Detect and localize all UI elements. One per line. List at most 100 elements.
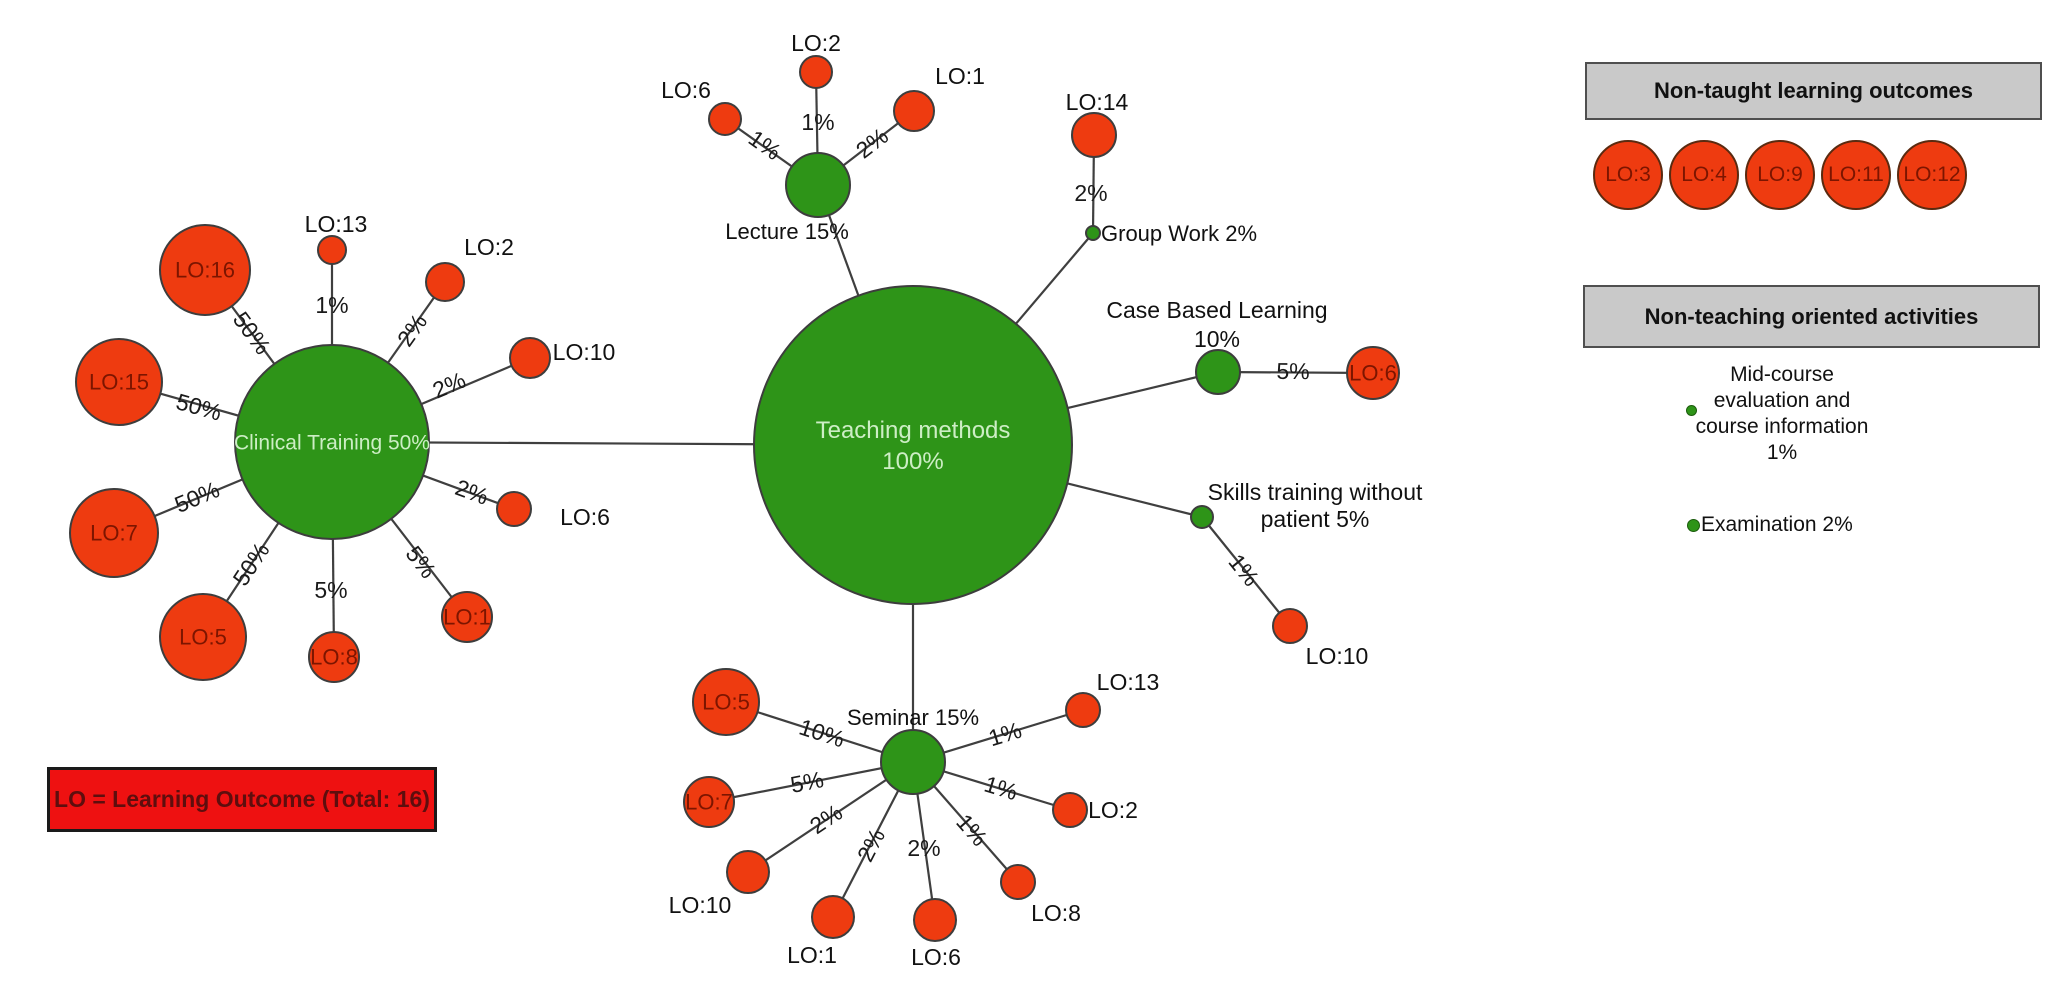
node-label-sem_lo7: LO:7 (685, 790, 733, 815)
node-label-sem_lo1: LO:1 (787, 942, 837, 968)
node-label-tm: 100% (882, 448, 943, 475)
node-sem_lo13 (1065, 692, 1101, 728)
node-label-c_lo15: LO:15 (89, 370, 149, 395)
node-lo14 (1071, 112, 1117, 158)
node-gw (1085, 225, 1101, 241)
legend-non-taught-box: Non-taught learning outcomes (1585, 62, 2042, 120)
node-label-c_lo8: LO:8 (310, 645, 358, 670)
examination-dot-icon (1687, 519, 1700, 532)
node-label-ct: Clinical Training 50% (234, 431, 430, 454)
edge-label-sem-sem_lo5: 10% (796, 714, 848, 753)
node-sem_lo2 (1052, 792, 1088, 828)
node-lecture (785, 152, 851, 218)
legend-outcome-circle: LO:3 (1593, 140, 1663, 210)
node-c_lo10 (509, 337, 551, 379)
legend-non-teaching-box: Non-teaching oriented activities (1583, 285, 2040, 348)
lo-note-box: LO = Learning Outcome (Total: 16) (47, 767, 437, 832)
legend-outcome-circle: LO:12 (1897, 140, 1967, 210)
node-skills (1190, 505, 1214, 529)
edge-sem-sem_lo10 (747, 761, 914, 873)
node-cbl (1195, 349, 1241, 395)
node-label-gw: Group Work 2% (1101, 221, 1257, 246)
edge-label-ct-c_lo13: 1% (315, 292, 348, 318)
node-c_lo5 (159, 593, 247, 681)
node-label-lecture: Lecture 15% (725, 219, 849, 244)
node-label-skills: patient 5% (1261, 506, 1370, 532)
node-ct (234, 344, 430, 540)
legend-outcome-circle: LO:11 (1821, 140, 1891, 210)
edge-label-gw-lo14: 2% (1074, 180, 1107, 206)
node-label-c_lo2: LO:2 (464, 234, 514, 260)
node-label-cbl: 10% (1194, 326, 1240, 352)
node-sem_lo1 (811, 895, 855, 939)
node-l_lo2 (799, 55, 833, 89)
edge-sem-sem_lo7 (708, 760, 914, 804)
edge-label-ct-c_lo8: 5% (314, 577, 347, 603)
edge-label-lecture-l_lo1: 2% (851, 123, 893, 164)
node-sem_lo5 (692, 668, 760, 736)
edge-label-sem-sem_lo7: 5% (788, 766, 826, 798)
edge-label-ct-c_lo2: 2% (392, 309, 432, 351)
legend-outcome-circle: LO:9 (1745, 140, 1815, 210)
node-label-cbl: Case Based Learning (1106, 297, 1327, 323)
edge-label-ct-c_lo15: 50% (173, 388, 224, 426)
mid-course-label: Mid-course evaluation and course informa… (1695, 363, 1869, 464)
lo-note-label: LO = Learning Outcome (Total: 16) (54, 786, 430, 812)
examination-label: Examination 2% (1701, 513, 1853, 536)
edge-label-ct-c_lo16: 50% (228, 307, 276, 359)
node-label-sem_lo5: LO:5 (702, 690, 750, 715)
edge-label-lecture-l_lo2: 1% (801, 109, 834, 135)
node-label-l_lo6: LO:6 (661, 77, 711, 103)
node-label-sem: Seminar 15% (847, 705, 979, 730)
mid-course-dot-icon (1686, 405, 1697, 416)
node-sem_lo8 (1000, 864, 1036, 900)
node-label-l_lo1: LO:1 (935, 63, 985, 89)
edge-label-sem-sem_lo1: 2% (852, 824, 890, 865)
node-label-c_lo5: LO:5 (179, 625, 227, 650)
node-label-s_lo10: LO:10 (1306, 643, 1369, 669)
node-sem_lo10 (726, 850, 770, 894)
node-c_lo7 (69, 488, 159, 578)
edge-label-ct-c_lo5: 50% (227, 538, 274, 591)
edge-label-sem-sem_lo2: 1% (981, 771, 1020, 806)
node-label-sem_lo13: LO:13 (1097, 669, 1160, 695)
edge-label-ct-c_lo6: 2% (452, 474, 492, 510)
node-label-c_lo13: LO:13 (305, 211, 368, 237)
node-c_lo15 (75, 338, 163, 426)
edge-label-cbl-cbl_lo6: 5% (1276, 358, 1309, 384)
node-label-cbl_lo6: LO:6 (1349, 361, 1397, 386)
node-s_lo10 (1272, 608, 1308, 644)
node-sem (880, 729, 946, 795)
node-cbl_lo6 (1346, 346, 1400, 400)
node-label-sem_lo2: LO:2 (1088, 797, 1138, 823)
node-l_lo6 (708, 102, 742, 136)
node-label-sem_lo6: LO:6 (911, 944, 961, 970)
legend-outcome-circle: LO:4 (1669, 140, 1739, 210)
edge-label-ct-c_lo7: 50% (171, 476, 224, 518)
node-c_lo13 (317, 235, 347, 265)
node-label-sem_lo10: LO:10 (669, 892, 732, 918)
node-label-c_lo10: LO:10 (553, 339, 616, 365)
node-label-l_lo2: LO:2 (791, 30, 841, 56)
edge-label-sem-sem_lo10: 2% (805, 799, 847, 839)
node-label-c_lo16: LO:16 (175, 258, 235, 283)
node-label-sem_lo8: LO:8 (1031, 900, 1081, 926)
legend-non-taught-title: Non-taught learning outcomes (1654, 78, 1973, 103)
node-label-c_lo7: LO:7 (90, 521, 138, 546)
node-label-c_lo6: LO:6 (560, 504, 610, 530)
node-label-c_lo1: LO:1 (443, 605, 491, 630)
node-c_lo8 (308, 631, 360, 683)
node-sem_lo7 (683, 776, 735, 828)
node-c_lo16 (159, 224, 251, 316)
node-c_lo2 (425, 262, 465, 302)
node-label-tm: Teaching methods (816, 417, 1011, 444)
edge-label-sem-sem_lo6: 2% (907, 835, 940, 861)
edge-label-skills-s_lo10: 1% (1223, 549, 1264, 591)
node-sem_lo6 (913, 898, 957, 942)
legend-non-teaching-title: Non-teaching oriented activities (1644, 303, 1979, 329)
edge-label-sem-sem_lo13: 1% (985, 717, 1024, 752)
node-label-lo14: LO:14 (1066, 89, 1129, 115)
node-c_lo6 (496, 491, 532, 527)
